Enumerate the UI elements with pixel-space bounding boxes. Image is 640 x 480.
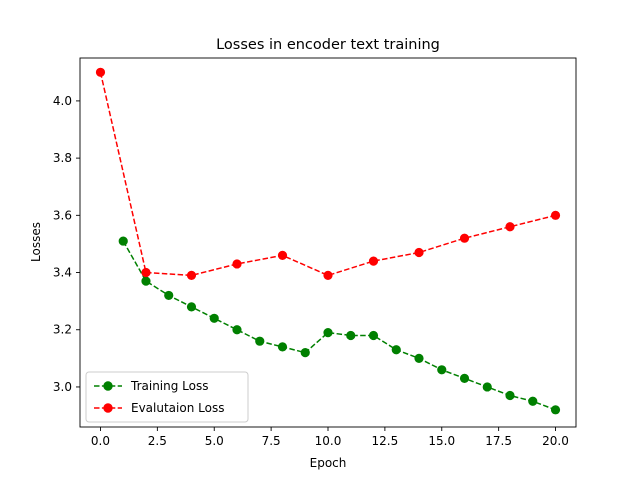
x-tick-label: 0.0 [91, 434, 110, 448]
data-point [186, 270, 197, 280]
data-point [255, 336, 265, 346]
y-tick-label: 3.4 [53, 266, 72, 280]
data-point [550, 405, 561, 415]
data-point [459, 233, 470, 243]
legend: Training Loss Evalutaion Loss [85, 371, 249, 423]
data-point [414, 247, 424, 258]
data-point [528, 396, 538, 406]
y-tick-label: 4.0 [53, 94, 72, 108]
x-tick-label: 10.0 [315, 434, 342, 448]
plot-area: 0.0 2.5 5.0 7.5 10.0 12.5 15.0 17.5 20.0 3.0 3.2 3.… [53, 57, 577, 448]
data-point [277, 250, 288, 260]
data-point [437, 365, 447, 375]
y-axis-label: Losses [29, 222, 43, 262]
data-point [346, 330, 356, 341]
data-point [550, 210, 561, 220]
data-point [232, 325, 242, 335]
legend-label: Evalutaion Loss [131, 401, 224, 415]
data-point [141, 267, 151, 278]
data-point [141, 276, 151, 286]
data-point [391, 345, 401, 355]
data-point [95, 67, 106, 77]
chart-title: Losses in encoder text training [216, 37, 440, 53]
legend-marker [103, 403, 113, 413]
x-tick-label: 15.0 [428, 434, 455, 448]
data-point [505, 222, 515, 232]
x-tick-label: 5.0 [205, 434, 224, 448]
data-point [232, 259, 242, 269]
x-tick-label: 12.5 [372, 434, 399, 448]
y-tick-label: 3.6 [53, 208, 72, 222]
data-point [300, 348, 310, 358]
y-tick-label: 3.2 [53, 323, 72, 337]
data-point [368, 330, 379, 341]
legend-box [85, 371, 249, 423]
data-point [368, 256, 379, 266]
x-axis-label: Epoch [310, 456, 347, 470]
data-point [186, 302, 197, 312]
legend-label: Training Loss [130, 379, 208, 393]
data-point [118, 236, 128, 246]
x-tick-label: 7.5 [262, 434, 281, 448]
data-point [164, 290, 174, 301]
data-point [482, 382, 492, 392]
data-point [459, 373, 470, 383]
x-tick-label: 2.5 [148, 434, 167, 448]
legend-marker [103, 381, 113, 391]
data-point [209, 313, 219, 323]
data-point [323, 270, 333, 280]
y-tick-label: 3.8 [53, 151, 72, 165]
data-point [277, 342, 288, 352]
data-point [414, 353, 424, 363]
x-tick-label: 20.0 [542, 434, 569, 448]
y-tick-label: 3.0 [53, 380, 72, 394]
x-tick-label: 17.5 [485, 434, 512, 448]
data-point [323, 328, 333, 338]
data-point [505, 390, 515, 401]
